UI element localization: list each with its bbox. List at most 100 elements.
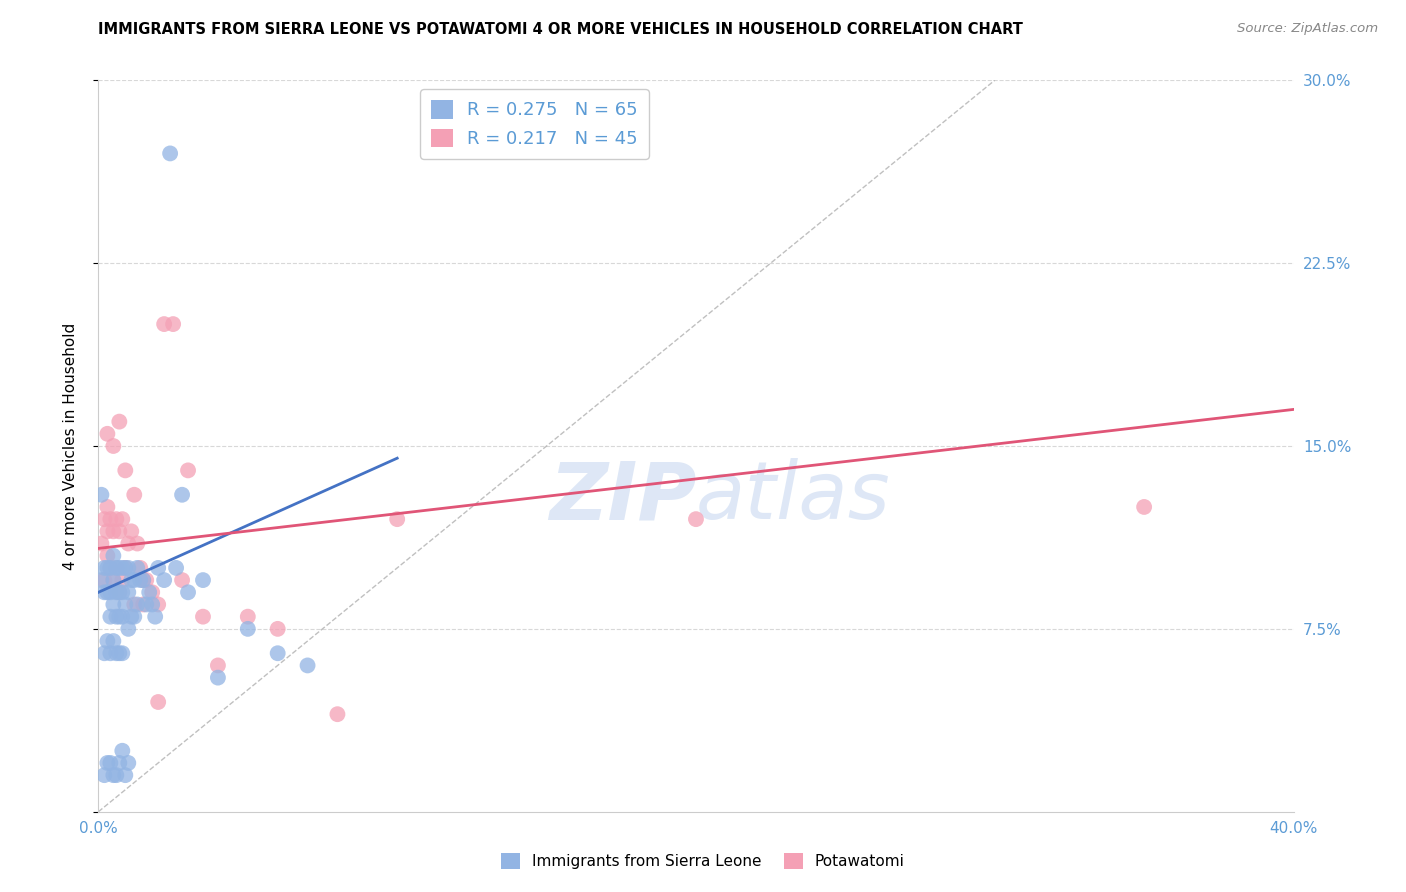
Point [111,561,134,575]
Point [177,463,200,477]
Point [96,426,118,441]
Point [96,500,118,514]
Point [93,561,115,575]
Point [114,561,136,575]
Point [267,646,290,660]
Point [103,598,125,612]
Point [111,744,134,758]
Legend: R = 0.275   N = 65, R = 0.217   N = 45: R = 0.275 N = 65, R = 0.217 N = 45 [420,89,648,159]
Point [207,658,229,673]
Point [100,512,122,526]
Point [124,488,146,502]
Point [114,561,136,575]
Point [108,585,131,599]
Text: IMMIGRANTS FROM SIERRA LEONE VS POTAWATOMI 4 OR MORE VEHICLES IN HOUSEHOLD CORRE: IMMIGRANTS FROM SIERRA LEONE VS POTAWATO… [98,22,1024,37]
Point [108,415,131,429]
Point [172,573,194,587]
Point [93,585,115,599]
Point [207,671,229,685]
Point [1133,500,1156,514]
Point [111,646,134,660]
Point [103,439,125,453]
Point [124,598,146,612]
Text: atlas: atlas [696,458,891,536]
Point [153,317,176,331]
Point [135,598,157,612]
Point [120,573,142,587]
Point [124,609,146,624]
Point [117,536,139,550]
Point [100,609,122,624]
Point [96,524,118,539]
Point [108,756,131,770]
Point [111,512,134,526]
Point [148,561,170,575]
Point [267,622,290,636]
Point [148,598,170,612]
Point [90,573,112,587]
Point [124,573,146,587]
Point [141,598,163,612]
Y-axis label: 4 or more Vehicles in Household: 4 or more Vehicles in Household [63,322,77,570]
Point [103,768,125,782]
Point [120,609,142,624]
Point [162,317,184,331]
Point [297,658,319,673]
Point [127,561,149,575]
Point [117,561,139,575]
Point [96,634,118,648]
Point [114,463,136,477]
Point [100,756,122,770]
Point [165,561,187,575]
Point [103,549,125,563]
Point [172,488,194,502]
Point [117,585,139,599]
Point [100,585,122,599]
Point [96,549,118,563]
Point [148,695,170,709]
Point [103,524,125,539]
Point [143,609,166,624]
Point [685,512,707,526]
Point [96,756,118,770]
Point [100,646,122,660]
Point [90,488,112,502]
Point [108,585,131,599]
Point [100,561,122,575]
Point [105,768,128,782]
Point [141,585,163,599]
Point [120,524,142,539]
Point [191,609,214,624]
Point [138,585,160,599]
Point [117,756,139,770]
Point [127,536,149,550]
Point [117,622,139,636]
Point [132,573,155,587]
Point [111,609,134,624]
Point [105,646,128,660]
Point [129,573,152,587]
Point [108,524,131,539]
Point [153,573,176,587]
Point [111,573,134,587]
Point [105,561,128,575]
Point [100,561,122,575]
Point [103,573,125,587]
Point [111,585,134,599]
Point [93,768,115,782]
Point [132,573,155,587]
Point [326,707,349,722]
Point [108,561,131,575]
Point [105,512,128,526]
Point [191,573,214,587]
Point [114,598,136,612]
Point [105,561,128,575]
Text: Source: ZipAtlas.com: Source: ZipAtlas.com [1237,22,1378,36]
Point [129,561,152,575]
Point [93,646,115,660]
Point [103,634,125,648]
Point [177,585,200,599]
Point [96,585,118,599]
Point [105,585,128,599]
Point [108,609,131,624]
